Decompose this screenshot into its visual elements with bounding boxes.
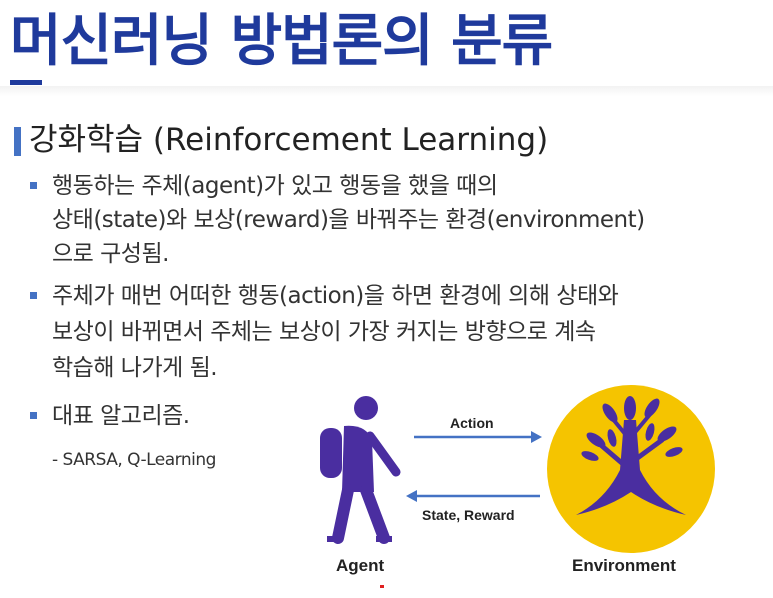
algorithm-list: - SARSA, Q-Learning <box>52 450 216 470</box>
title-divider <box>0 86 773 96</box>
bullet-3-line-1: 대표 알고리즘. <box>52 403 190 429</box>
bullet-marker <box>30 182 37 189</box>
section-title: 강화학습 (Reinforcement Learning) <box>29 122 549 158</box>
page-title: 머신러닝 방법론의 분류 <box>10 9 553 74</box>
bullet-marker <box>30 412 37 419</box>
bullet-1-line-2: 상태(state)와 보상(reward)을 바꿔주는 환경(environme… <box>52 207 645 233</box>
action-label: Action <box>450 415 494 431</box>
bullet-marker <box>30 292 37 299</box>
bullet-2-line-2: 보상이 바뀌면서 주체는 보상이 가장 커지는 방향으로 계속 <box>52 319 596 345</box>
bullet-2-line-3: 학습해 나가게 됨. <box>52 355 218 381</box>
state-reward-label: State, Reward <box>422 507 515 523</box>
state-reward-arrow <box>406 490 540 502</box>
agent-label: Agent <box>336 556 385 575</box>
environment-label: Environment <box>572 556 676 575</box>
tree-icon <box>576 396 686 515</box>
hiker-icon <box>320 396 401 544</box>
bullet-1-line-3: 으로 구성됨. <box>52 241 169 267</box>
section-marker <box>14 127 21 156</box>
action-arrow <box>414 431 542 443</box>
pointer-dot <box>380 585 384 588</box>
title-underline <box>10 80 42 85</box>
bullet-2-line-1: 주체가 매번 어떠한 행동(action)을 하면 환경에 의해 상태와 <box>52 283 619 309</box>
bullet-1-line-1: 행동하는 주체(agent)가 있고 행동을 했을 때의 <box>52 173 498 199</box>
